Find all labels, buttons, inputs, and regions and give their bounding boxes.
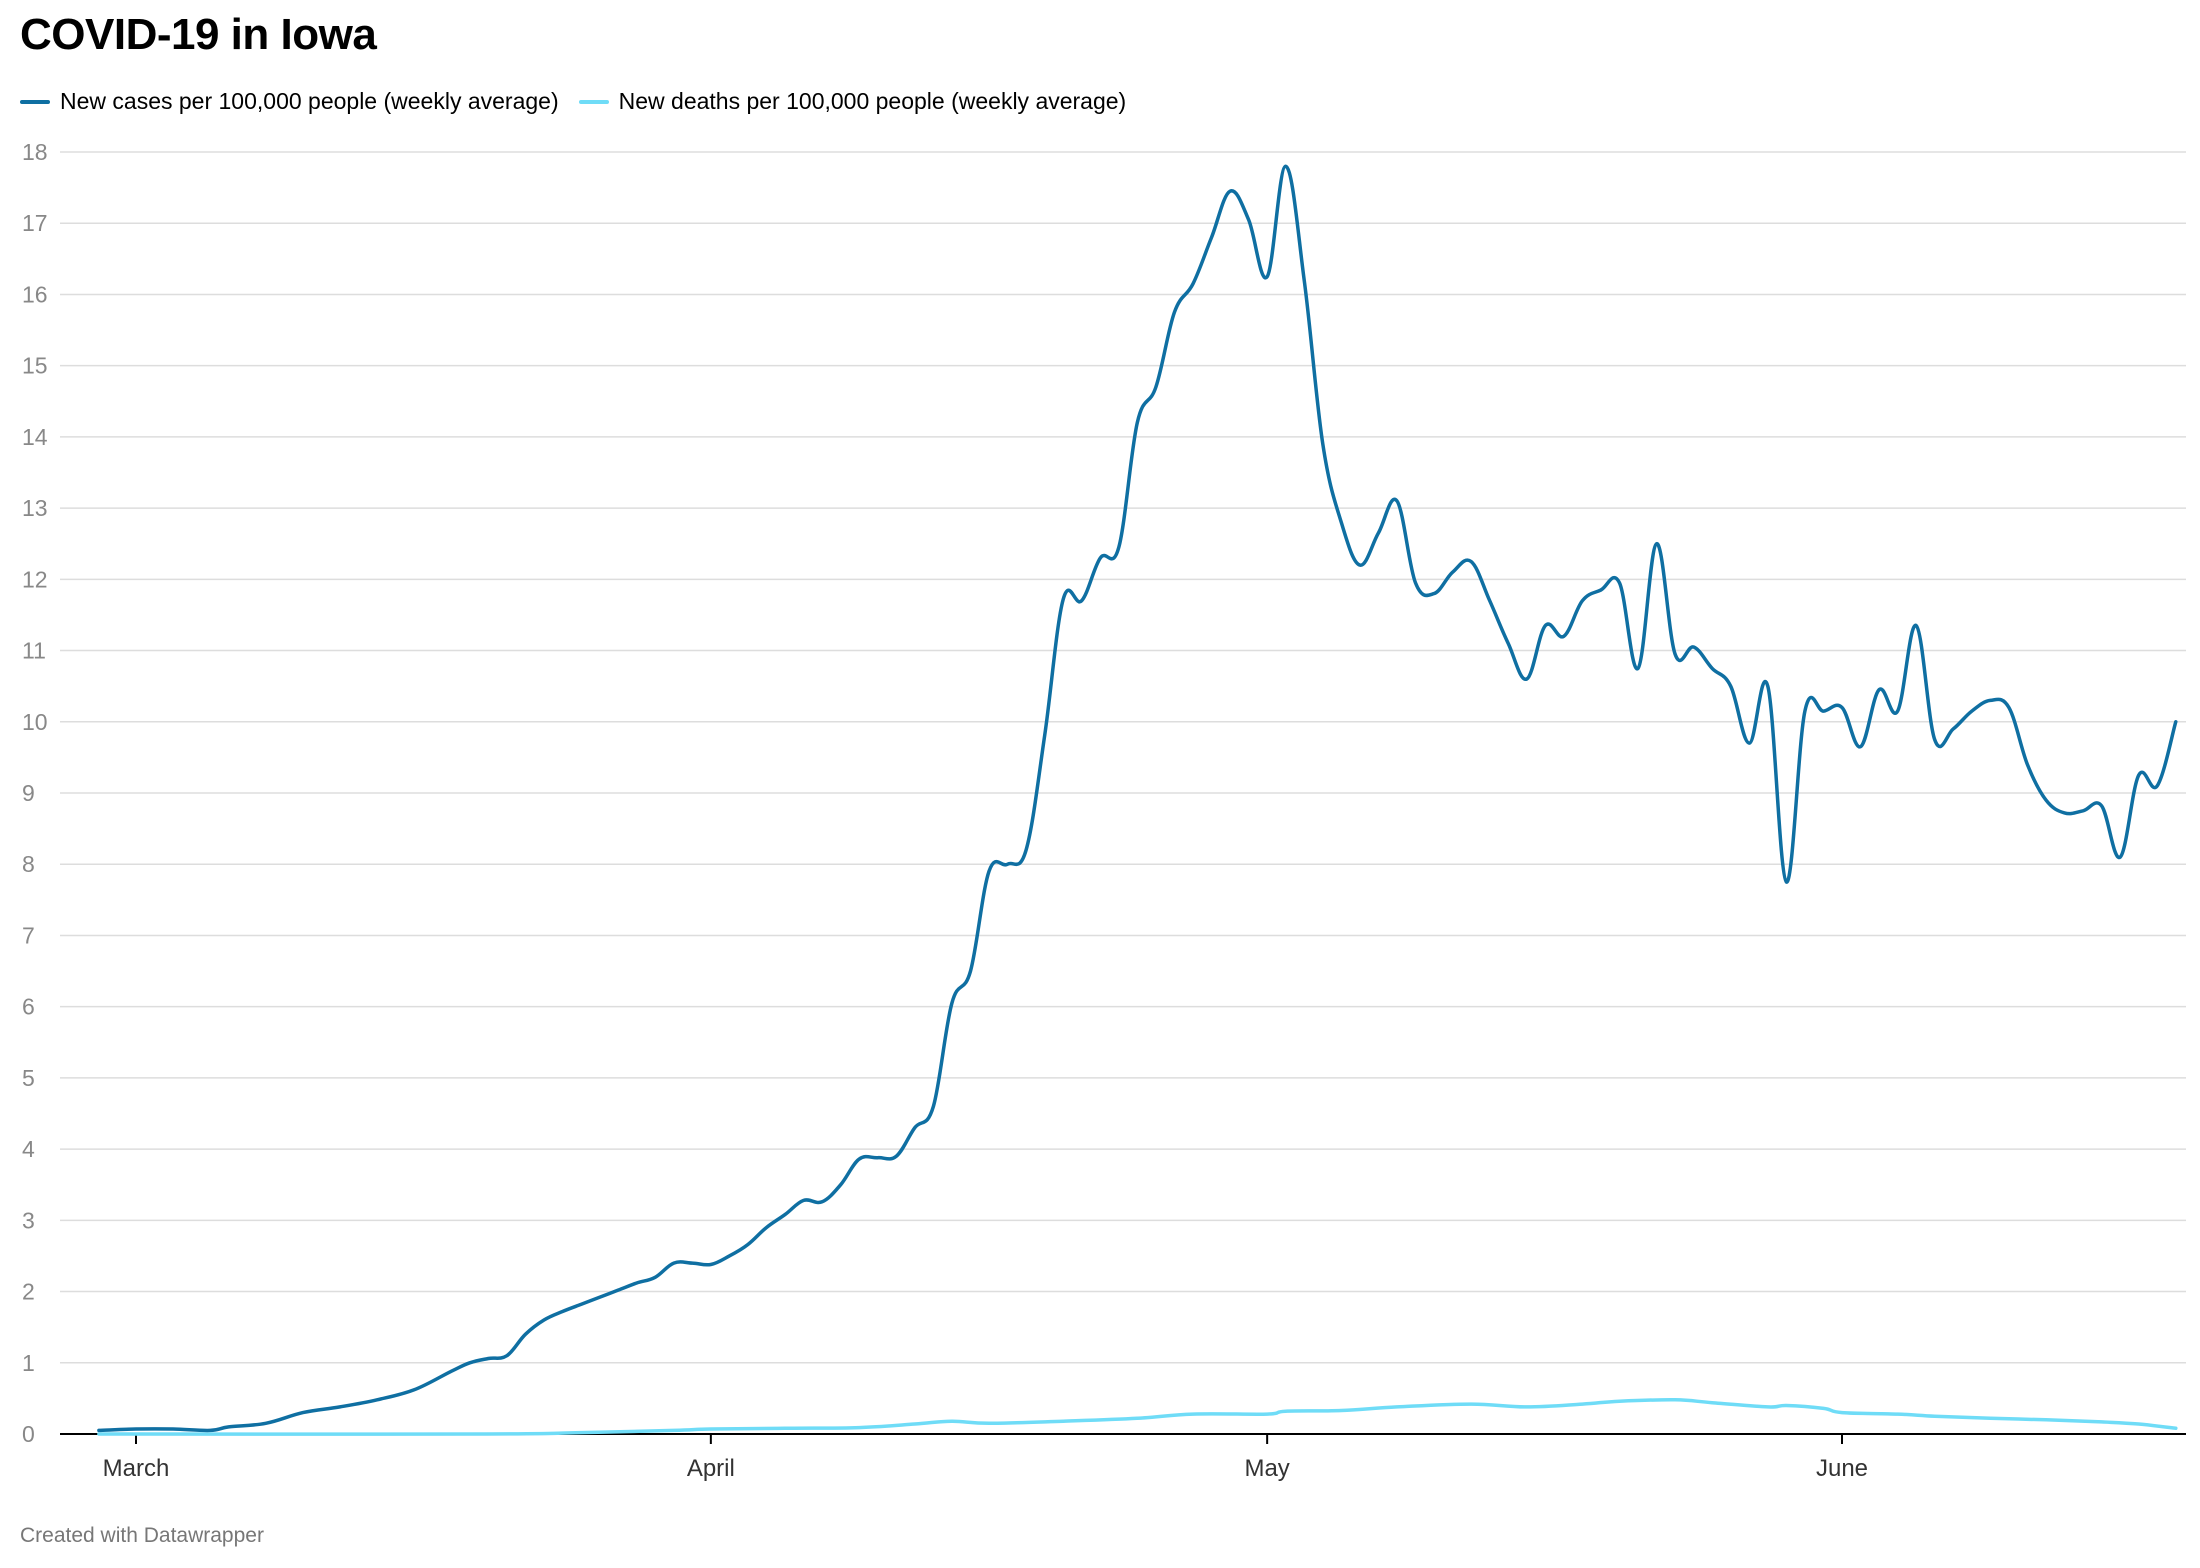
y-tick-label: 2 — [22, 1279, 35, 1305]
series-line-cases — [97, 164, 2178, 1433]
x-axis-ticks: March April May June — [103, 1434, 1868, 1482]
y-tick-label: 7 — [22, 922, 35, 948]
series-line-deaths — [97, 1398, 2178, 1436]
y-tick-label: 10 — [22, 709, 48, 735]
y-tick-label: 9 — [22, 780, 35, 806]
legend-swatch-cases — [20, 99, 50, 104]
y-tick-label: 18 — [22, 139, 48, 165]
x-tick-label: May — [1244, 1455, 1289, 1482]
legend-item-cases: New cases per 100,000 people (weekly ave… — [20, 88, 559, 115]
y-tick-label: 8 — [22, 851, 35, 877]
footer-credit: Created with Datawrapper — [20, 1524, 264, 1547]
chart-title: COVID-19 in Iowa — [20, 10, 377, 59]
y-tick-label: 17 — [22, 210, 48, 236]
y-tick-label: 11 — [22, 638, 46, 664]
y-tick-label: 4 — [22, 1136, 35, 1162]
y-tick-label: 0 — [22, 1421, 35, 1447]
y-tick-label: 16 — [22, 281, 48, 307]
x-tick-label: June — [1816, 1455, 1868, 1482]
grid-lines — [60, 151, 2186, 1435]
y-tick-label: 14 — [22, 424, 48, 450]
y-tick-label: 12 — [22, 566, 48, 592]
y-tick-label: 15 — [22, 353, 48, 379]
legend-label-deaths: New deaths per 100,000 people (weekly av… — [618, 88, 1127, 114]
x-tick-label: April — [687, 1455, 735, 1482]
y-tick-label: 6 — [22, 994, 35, 1020]
y-tick-label: 1 — [22, 1350, 35, 1376]
y-tick-label: 3 — [22, 1207, 35, 1233]
legend-label-cases: New cases per 100,000 people (weekly ave… — [60, 88, 559, 114]
x-tick-label: March — [103, 1455, 170, 1482]
y-tick-label: 13 — [22, 495, 48, 521]
legend-item-deaths: New deaths per 100,000 people (weekly av… — [578, 88, 1127, 115]
y-tick-label: 5 — [22, 1065, 35, 1091]
series-lines — [97, 164, 2178, 1436]
legend-swatch-deaths — [578, 99, 609, 104]
chart-legend: New cases per 100,000 people (weekly ave… — [20, 88, 1126, 115]
